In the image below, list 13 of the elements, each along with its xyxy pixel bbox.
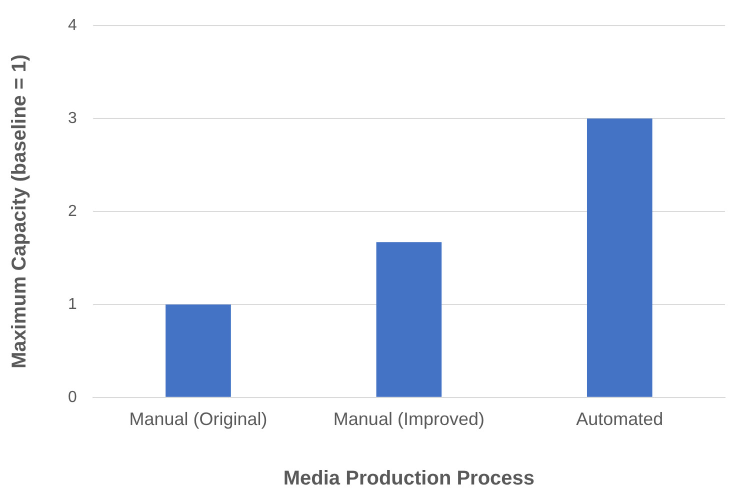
x-tick-label: Manual (Original) <box>129 409 268 430</box>
y-tick-label: 1 <box>68 296 77 313</box>
x-tick-label: Automated <box>576 409 664 430</box>
x-tick-label: Manual (Improved) <box>333 409 484 430</box>
bar <box>166 304 231 397</box>
y-tick-label: 3 <box>68 110 77 127</box>
bar <box>376 242 442 397</box>
y-axis-title: Maximum Capacity (baseline = 1) <box>8 54 31 369</box>
x-axis-title: Media Production Process <box>283 468 535 490</box>
y-tick-label: 4 <box>68 17 77 34</box>
y-tick-label: 0 <box>68 388 77 406</box>
bar <box>586 118 652 397</box>
y-tick-label: 2 <box>68 202 77 220</box>
